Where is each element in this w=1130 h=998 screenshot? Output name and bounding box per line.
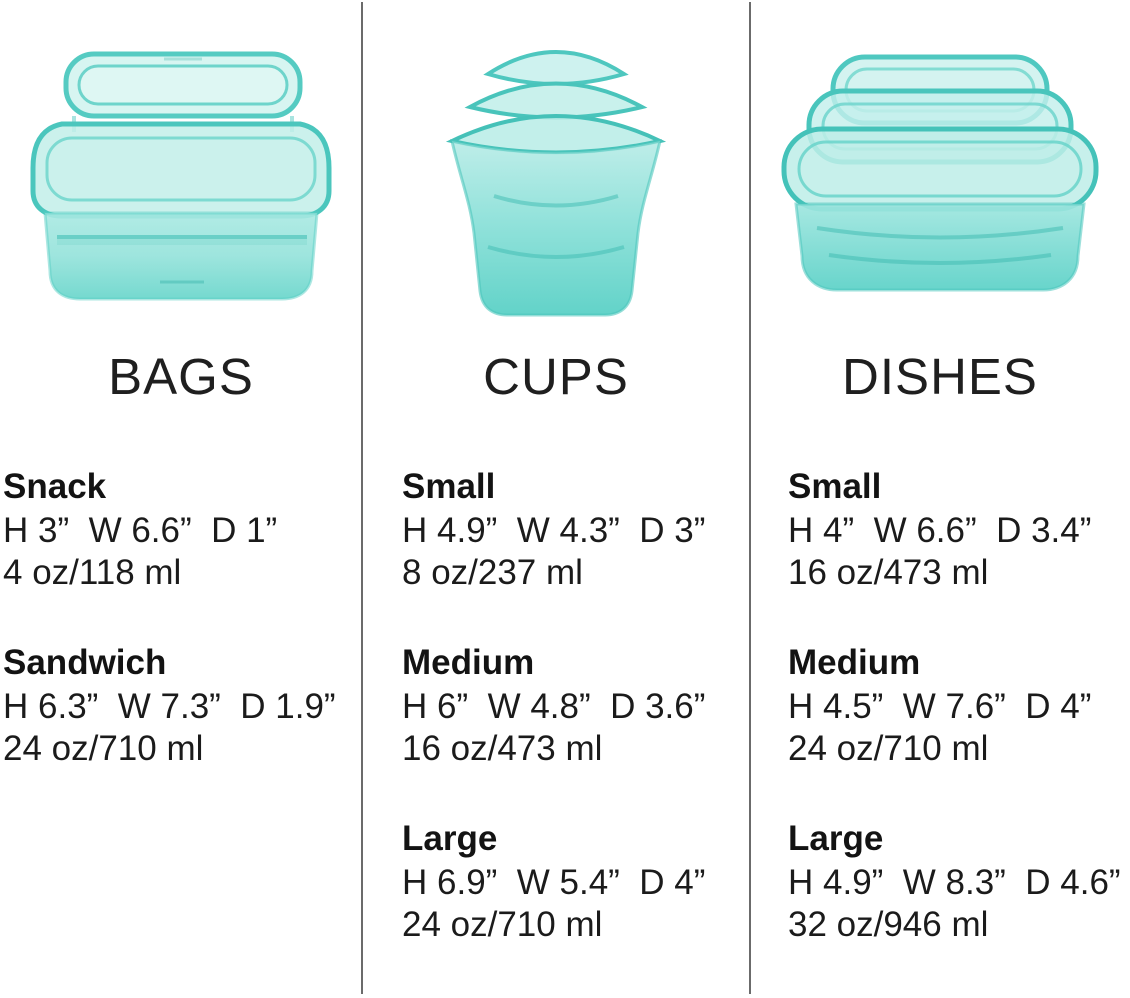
column-divider <box>361 2 363 994</box>
dishes-product-image <box>750 0 1130 330</box>
cups-specs: Small H 4.9” W 4.3” D 3” 8 oz/237 ml Med… <box>362 464 750 946</box>
bags-product-image <box>0 0 362 330</box>
spec-group-small: Small H 4.9” W 4.3” D 3” 8 oz/237 ml <box>402 464 750 594</box>
spec-group-large: Large H 6.9” W 5.4” D 4” 24 oz/710 ml <box>402 816 750 946</box>
spec-dimensions: H 6” W 4.8” D 3.6” <box>402 687 706 726</box>
bags-illustration <box>30 51 332 301</box>
spec-group-small: Small H 4” W 6.6” D 3.4” 16 oz/473 ml <box>788 464 1130 594</box>
spec-group-medium: Medium H 6” W 4.8” D 3.6” 16 oz/473 ml <box>402 640 750 770</box>
spec-dimensions: H 4.9” W 4.3” D 3” <box>402 511 706 550</box>
spec-dimensions: H 4.9” W 8.3” D 4.6” <box>788 863 1121 902</box>
bags-specs: Snack H 3” W 6.6” D 1” 4 oz/118 ml Sandw… <box>0 464 362 770</box>
spec-group-sandwich: Sandwich H 6.3” W 7.3” D 1.9” 24 oz/710 … <box>3 640 362 770</box>
column-dishes: DISHES Small H 4” W 6.6” D 3.4” 16 oz/47… <box>750 0 1130 992</box>
spec-dimensions: H 4.5” W 7.6” D 4” <box>788 687 1092 726</box>
spec-name: Sandwich <box>3 643 167 682</box>
spec-capacity: 4 oz/118 ml <box>3 553 182 592</box>
spec-dimensions: H 4” W 6.6” D 3.4” <box>788 511 1092 550</box>
cups-title: CUPS <box>483 348 629 405</box>
spec-capacity: 32 oz/946 ml <box>788 905 989 944</box>
spec-name: Snack <box>3 467 107 506</box>
spec-group-large: Large H 4.9” W 8.3” D 4.6” 32 oz/946 ml <box>788 816 1130 946</box>
spec-name: Large <box>402 819 498 858</box>
column-divider <box>749 2 751 994</box>
spec-capacity: 24 oz/710 ml <box>402 905 603 944</box>
column-cups: CUPS Small H 4.9” W 4.3” D 3” 8 oz/237 m… <box>362 0 750 992</box>
spec-capacity: 16 oz/473 ml <box>402 729 603 768</box>
spec-capacity: 8 oz/237 ml <box>402 553 583 592</box>
spec-capacity: 24 oz/710 ml <box>788 729 989 768</box>
dishes-title: DISHES <box>842 348 1038 405</box>
spec-group-medium: Medium H 4.5” W 7.6” D 4” 24 oz/710 ml <box>788 640 1130 770</box>
bags-title: BAGS <box>108 348 254 405</box>
spec-name: Large <box>788 819 884 858</box>
spec-name: Medium <box>402 643 535 682</box>
spec-dimensions: H 6.9” W 5.4” D 4” <box>402 863 706 902</box>
dishes-specs: Small H 4” W 6.6” D 3.4” 16 oz/473 ml Me… <box>750 464 1130 946</box>
cups-product-image <box>362 0 750 330</box>
dishes-illustration <box>781 54 1099 292</box>
spec-name: Small <box>788 467 882 506</box>
spec-capacity: 24 oz/710 ml <box>3 729 204 768</box>
spec-group-snack: Snack H 3” W 6.6” D 1” 4 oz/118 ml <box>3 464 362 594</box>
spec-name: Medium <box>788 643 921 682</box>
spec-dimensions: H 6.3” W 7.3” D 1.9” <box>3 687 336 726</box>
column-bags: BAGS Snack H 3” W 6.6” D 1” 4 oz/118 ml … <box>0 0 362 992</box>
spec-capacity: 16 oz/473 ml <box>788 553 989 592</box>
spec-dimensions: H 3” W 6.6” D 1” <box>3 511 278 550</box>
spec-name: Small <box>402 467 496 506</box>
cups-illustration <box>445 50 667 317</box>
